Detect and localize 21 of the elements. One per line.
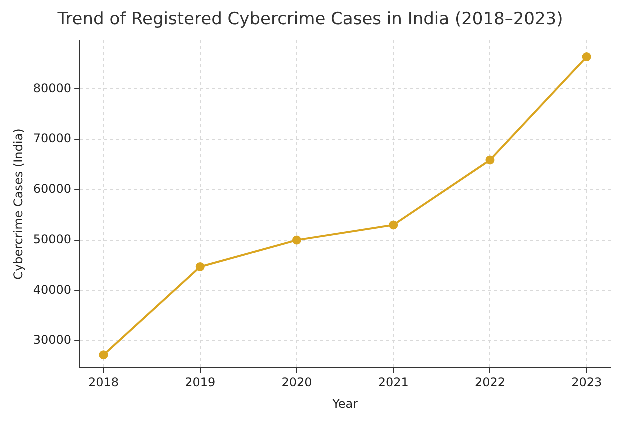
y-tick-label: 70000 — [33, 132, 72, 146]
x-axis-title: Year — [332, 396, 358, 411]
y-tick-label: 80000 — [33, 81, 72, 96]
x-tick-label: 2019 — [185, 376, 216, 390]
x-tick-label: 2020 — [282, 376, 312, 390]
y-axis-title: Cybercrime Cases (India) — [11, 128, 26, 280]
point — [99, 350, 108, 360]
point — [486, 156, 495, 165]
y-tick-label: 40000 — [33, 282, 72, 297]
x-tick-label: 2023 — [572, 376, 602, 390]
y-tick-label: 60000 — [33, 182, 72, 196]
x-tick-label: 2022 — [474, 376, 506, 390]
chart-title: Trend of Registered Cybercrime Cases in India (2018–2023) — [56, 10, 564, 30]
point — [292, 236, 302, 245]
y-tick-label: 30000 — [33, 333, 72, 348]
x-tick-label: 2018 — [88, 376, 120, 390]
point — [196, 262, 205, 272]
point — [582, 52, 592, 62]
y-tick-label: 50000 — [33, 232, 72, 246]
point — [389, 220, 398, 230]
x-tick-label: 2021 — [378, 376, 409, 390]
